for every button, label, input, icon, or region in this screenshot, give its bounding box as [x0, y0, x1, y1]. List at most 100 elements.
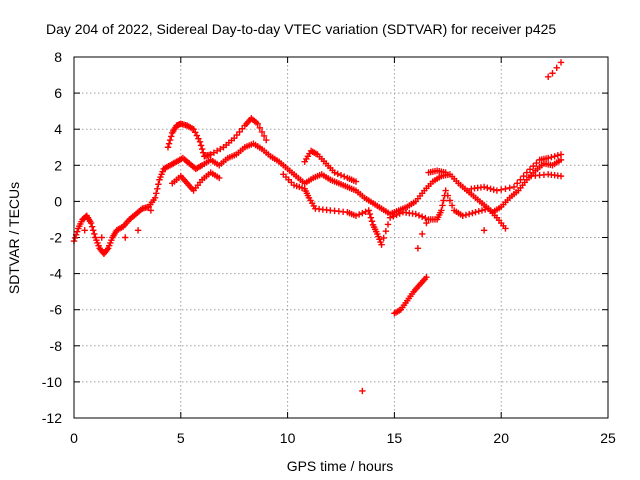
data-point-marker — [530, 163, 537, 170]
data-point-marker — [533, 159, 540, 167]
data-point-marker — [544, 154, 552, 162]
data-point-marker — [368, 218, 376, 225]
data-point-marker — [153, 190, 160, 197]
data-point-marker — [91, 230, 98, 238]
data-point-marker — [523, 169, 531, 176]
data-point-marker — [487, 185, 494, 192]
series-descending-segment — [391, 219, 430, 317]
data-point-marker — [481, 206, 489, 213]
data-point-marker — [362, 208, 369, 215]
data-point-marker — [510, 183, 518, 191]
y-axis-title: SDTVAR / TECUs — [6, 182, 22, 294]
data-point-marker — [88, 223, 96, 230]
y-tick-label: 4 — [54, 121, 62, 137]
y-tick-labels: -12 -10 -8 -6 -4 -2 0 2 4 6 8 — [42, 49, 62, 426]
data-point-marker — [122, 234, 129, 241]
data-point-marker — [337, 172, 345, 179]
data-point-marker — [548, 153, 555, 161]
data-point-marker — [254, 120, 261, 127]
data-point-marker — [207, 151, 214, 158]
data-point-marker — [359, 387, 366, 395]
data-point-marker — [198, 145, 206, 153]
data-point-marker — [367, 214, 375, 221]
data-point-marker — [506, 184, 513, 192]
data-point-marker — [147, 207, 155, 214]
data-point-marker — [74, 228, 81, 235]
data-point-marker — [478, 207, 486, 214]
data-point-marker — [213, 147, 221, 155]
data-point-marker — [520, 172, 527, 180]
data-point-marker — [331, 169, 338, 176]
y-tick-label: -12 — [42, 410, 62, 426]
data-point-marker — [256, 124, 264, 132]
y-tick-label: -6 — [50, 302, 63, 318]
data-point-marker — [71, 234, 79, 242]
data-point-marker — [462, 211, 470, 219]
data-point-marker — [352, 178, 360, 185]
y-tick-label: -10 — [42, 374, 62, 390]
data-point-marker — [439, 202, 446, 209]
y-tick-label: 2 — [54, 157, 62, 173]
data-point-marker — [472, 209, 479, 216]
series-main-band — [70, 140, 565, 257]
plot-frame — [73, 56, 609, 419]
data-point-marker — [196, 138, 204, 146]
data-point-marker — [167, 133, 175, 140]
x-tick-label: 25 — [600, 430, 616, 446]
y-tick-label: -2 — [50, 230, 63, 246]
series-lower-branch — [169, 169, 565, 248]
data-point-marker — [418, 213, 426, 220]
data-point-marker — [98, 234, 105, 241]
data-point-marker — [423, 219, 430, 227]
y-tick-label: 8 — [54, 49, 62, 65]
data-point-marker — [448, 202, 456, 209]
data-point-marker — [493, 187, 501, 194]
x-tick-label: 15 — [387, 430, 403, 446]
data-point-marker — [557, 151, 565, 158]
data-point-marker — [197, 142, 205, 149]
data-point-marker — [382, 227, 390, 235]
data-point-marker — [475, 208, 482, 215]
data-point-marker — [446, 197, 454, 204]
data-point-marker — [260, 132, 268, 140]
data-point-marker — [442, 169, 449, 176]
y-tick-label: 0 — [54, 193, 62, 209]
x-tick-labels: 0 5 10 15 20 25 — [70, 430, 616, 446]
data-point-marker — [459, 212, 466, 220]
data-point-marker — [490, 186, 497, 193]
data-point-marker — [418, 230, 426, 238]
data-point-marker — [498, 186, 505, 193]
data-point-marker — [549, 70, 556, 77]
data-point-marker — [352, 212, 360, 220]
data-point-marker — [384, 221, 392, 228]
data-point-marker — [415, 212, 423, 219]
x-tick-label: 20 — [493, 430, 509, 446]
chart-title: Day 204 of 2022, Sidereal Day-to-day VTE… — [46, 21, 556, 37]
data-point-marker — [155, 181, 162, 188]
data-point-marker — [366, 210, 374, 218]
data-point-marker — [422, 214, 429, 222]
y-tick-label: 6 — [54, 85, 62, 101]
data-point-marker — [414, 245, 422, 252]
data-point-marker — [216, 174, 223, 182]
data-point-marker — [412, 210, 419, 218]
data-point-marker — [554, 152, 562, 159]
data-point-marker — [87, 219, 95, 227]
data-point-marker — [514, 180, 521, 187]
data-points — [70, 59, 565, 395]
data-point-marker — [378, 241, 385, 248]
data-point-marker — [469, 209, 476, 217]
data-point-marker — [480, 227, 488, 234]
y-tick-label: -4 — [50, 266, 63, 282]
data-point-marker — [165, 140, 173, 147]
data-point-marker — [551, 153, 558, 160]
data-point-marker — [444, 192, 451, 199]
data-point-marker — [166, 136, 174, 144]
data-point-marker — [81, 227, 88, 234]
data-point-marker — [502, 185, 509, 192]
data-point-marker — [465, 210, 473, 218]
data-point-marker — [151, 194, 159, 201]
data-point-marker — [423, 274, 430, 281]
y-tick-label: -8 — [50, 338, 63, 354]
data-point-marker — [438, 207, 445, 214]
